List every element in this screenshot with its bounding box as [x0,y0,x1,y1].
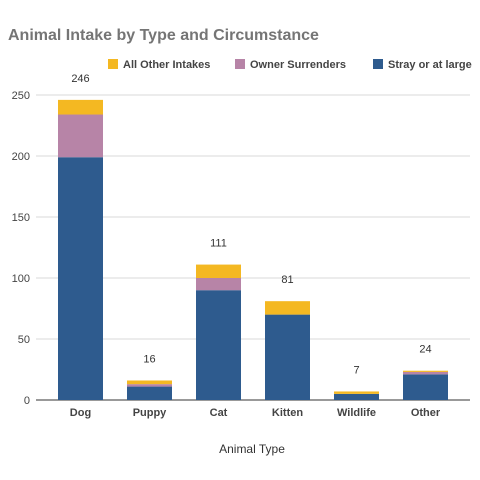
legend-label: Stray or at large [388,59,472,71]
legend-swatch [373,59,383,69]
bar-segment [403,370,448,372]
chart-title: Animal Intake by Type and Circumstance [8,27,319,44]
bar-segment [127,380,172,385]
y-tick-label: 250 [12,90,30,102]
data-label: 111 [210,238,227,250]
y-tick-label: 0 [24,395,30,407]
x-tick-label: Kitten [272,407,303,419]
gridlines [36,94,470,401]
bar-segment [58,157,103,400]
bar-segment [196,264,241,278]
data-label: 81 [281,274,293,286]
data-label: 24 [419,344,431,356]
y-tick-label: 100 [12,273,30,285]
bars [58,99,448,400]
bar-segment [127,384,172,387]
bar-segment [265,301,310,315]
x-axis-title: Animal Type [219,442,285,456]
x-tick-label: Dog [70,407,91,419]
x-tick-label: Cat [210,407,228,419]
legend-label: All Other Intakes [123,59,210,71]
x-tick-label: Wildlife [337,407,376,419]
bar-segment [58,99,103,115]
y-tick-label: 200 [12,151,30,163]
legend: All Other Intakes Owner Surrenders Stray o… [108,59,472,71]
legend-swatch [235,59,245,69]
bar-segment [334,393,379,400]
bar-segment [127,386,172,400]
y-tick-label: 50 [18,334,30,346]
bar-segment [58,114,103,158]
bar-segment [403,371,448,375]
data-label: 16 [143,353,155,365]
y-axis-ticks: 0 50 100 150 200 250 [12,90,30,407]
x-tick-label: Other [411,407,441,419]
x-tick-label: Puppy [133,407,167,419]
data-label: 246 [71,73,89,85]
data-label: 7 [353,364,359,376]
bar-segment [334,391,379,394]
legend-swatch [108,59,118,69]
bar-segment [196,278,241,291]
bar-segment [265,314,310,400]
x-axis-categories: Dog Puppy Cat Kitten Wildlife Other [70,407,441,419]
bar-segment [196,290,241,400]
bar-segment [403,374,448,400]
y-tick-label: 150 [12,212,30,224]
bar-totals: 246 16 111 81 7 24 [71,73,431,377]
legend-label: Owner Surrenders [250,59,346,71]
